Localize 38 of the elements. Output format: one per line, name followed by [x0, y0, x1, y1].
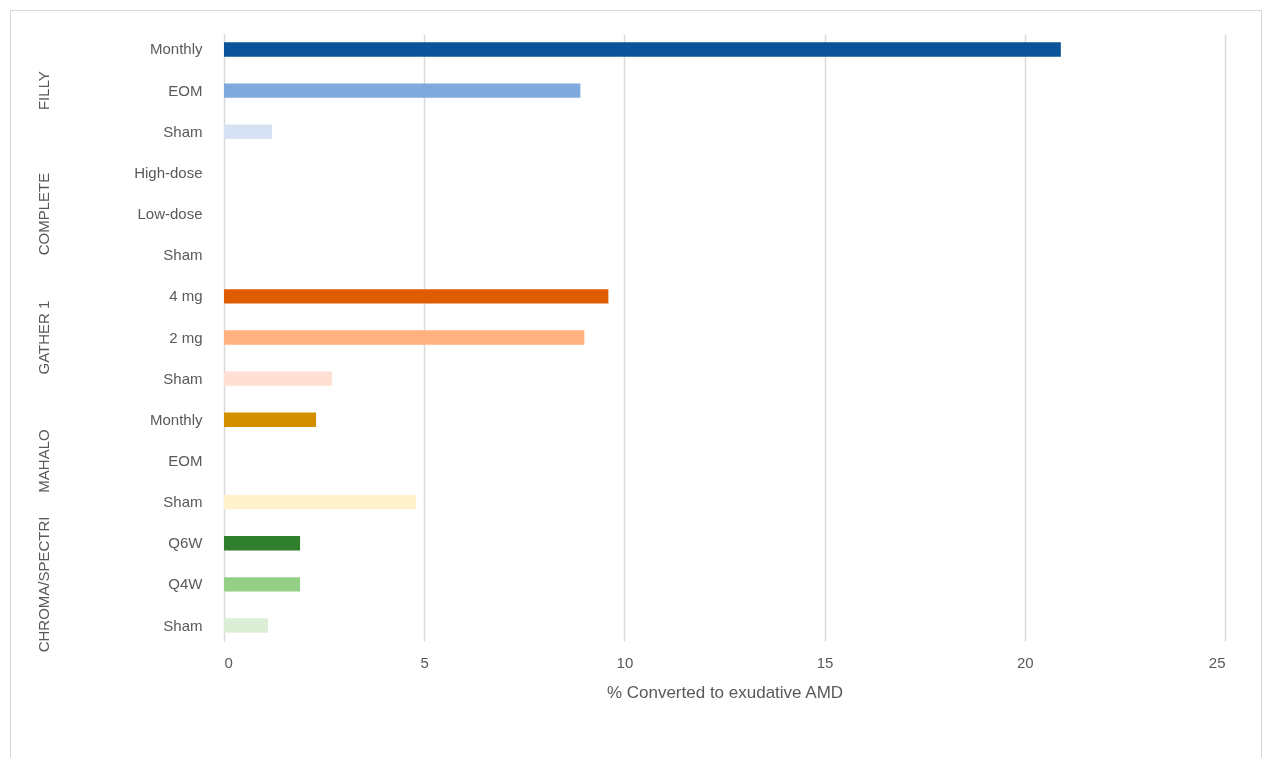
bar [224, 536, 301, 551]
bar [224, 289, 609, 304]
x-tick-label: 25 [1208, 653, 1226, 671]
y-tick-label: Monthly [149, 410, 203, 428]
bar [224, 412, 317, 428]
text: COMPLETE [35, 172, 52, 256]
x-axis-title: % Converted to exudative AMD [606, 682, 844, 702]
bar [224, 577, 301, 592]
bar [224, 494, 417, 510]
y-tick-label: EOM [168, 81, 203, 99]
bar [224, 124, 273, 139]
bar [224, 371, 333, 386]
bar [224, 618, 269, 633]
y-tick-label: Sham [163, 246, 203, 264]
y-tick-label: Sham [163, 122, 203, 140]
x-tick-label: 20 [1016, 653, 1034, 671]
y-tick-label: Sham [163, 493, 203, 511]
y-tick-label: Sham [163, 369, 203, 387]
x-tick-label: 0 [224, 653, 233, 671]
x-tick-label: 5 [420, 653, 429, 671]
text: GATHER 1 [35, 300, 52, 375]
y-tick-label: Q6W [168, 534, 204, 552]
bar [224, 330, 585, 345]
y-tick-label: Low-dose [137, 205, 203, 223]
x-tick-label: 10 [616, 653, 634, 671]
y-tick-label: Sham [163, 616, 203, 634]
x-tick-label: 15 [816, 653, 834, 671]
text: MAHALO [35, 429, 52, 493]
bar [224, 83, 581, 98]
y-tick-label: 2 mg [169, 328, 203, 346]
text: FILLY [35, 71, 52, 111]
text: CHROMA/SPECTRI [35, 516, 52, 653]
y-tick-label: High-dose [134, 163, 203, 181]
bar [224, 42, 1061, 57]
y-tick-label: EOM [168, 451, 203, 469]
y-tick-label: Q4W [168, 575, 204, 593]
y-tick-label: Monthly [149, 40, 203, 58]
y-tick-label: 4 mg [169, 287, 203, 305]
